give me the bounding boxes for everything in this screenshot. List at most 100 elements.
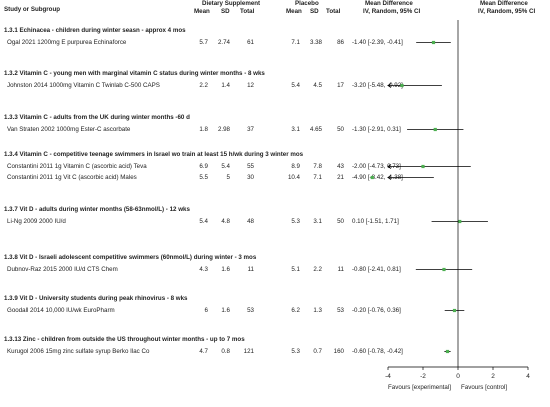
study-name: Ogal 2021 1200mg E purpurea Echinaforce	[7, 39, 127, 46]
mean-difference-ci: -1.40 [-2.39, -0.41]	[352, 39, 403, 46]
sd-experimental: 1.6	[221, 266, 230, 273]
total-experimental: 37	[247, 126, 254, 133]
mean-control: 7.1	[291, 39, 300, 46]
x-axis-tick-label: 2	[491, 373, 495, 380]
total-experimental: 55	[247, 163, 254, 170]
total-experimental: 11	[247, 266, 254, 273]
total-experimental: 121	[243, 348, 254, 355]
mean-control: 5.3	[291, 218, 300, 225]
x-axis-tick-label: -2	[420, 373, 426, 380]
total-experimental: 12	[247, 82, 254, 89]
total-experimental: 53	[247, 307, 254, 314]
sd-experimental: 2.74	[217, 39, 230, 46]
total-experimental: 48	[247, 218, 254, 225]
mean-control: 10.4	[287, 174, 300, 181]
column-header-md: Mean Difference	[365, 0, 413, 7]
x-axis-tick-label: 4	[526, 373, 530, 380]
mean-experimental: 6.9	[199, 163, 208, 170]
total-control: 43	[337, 163, 344, 170]
mean-experimental: 6	[204, 307, 208, 314]
point-estimate-marker	[370, 175, 374, 180]
total-experimental: 61	[247, 39, 254, 46]
sd-experimental: 1.4	[221, 82, 230, 89]
mean-experimental: 4.7	[199, 348, 208, 355]
total-control: 21	[337, 174, 344, 181]
column-header-mean1: Mean	[194, 8, 210, 15]
column-header-total2: Total	[326, 8, 341, 15]
mean-control: 6.2	[291, 307, 300, 314]
point-estimate-marker	[431, 40, 436, 45]
subgroup-title: 1.3.1 Echinacea - children during winter…	[4, 27, 186, 34]
mean-experimental: 5.5	[199, 174, 208, 181]
subgroup-title: 1.3.9 Vit D - University students during…	[4, 295, 188, 302]
study-name: Kurugol 2006 15mg zinc sulfate syrup Ber…	[7, 348, 150, 355]
subgroup-title: 1.3.8 Vit D - Israeli adolescent competi…	[4, 254, 257, 261]
subgroup-title: 1.3.3 Vitamin C - adults from the UK dur…	[4, 114, 190, 121]
sd-control: 3.1	[313, 218, 322, 225]
subgroup-title: 1.3.13 Zinc - children from outside the …	[4, 336, 245, 343]
axis-label-favours-control: Favours [control]	[461, 384, 508, 391]
total-control: 11	[337, 266, 344, 273]
total-control: 50	[337, 218, 344, 225]
x-axis-tick-label: 0	[456, 373, 460, 380]
sd-control: 7.1	[313, 174, 322, 181]
mean-experimental: 4.3	[199, 266, 208, 273]
study-name: Van Straten 2002 1000mg Ester-C ascorbat…	[7, 126, 131, 133]
column-header-sd2: SD	[310, 8, 319, 15]
column-header-study: Study or Subgroup	[4, 6, 61, 13]
column-header-group1: Dietary Supplement	[202, 0, 261, 7]
point-estimate-marker	[433, 127, 437, 132]
ci-arrow-left	[387, 164, 392, 169]
total-control: 160	[333, 348, 344, 355]
mean-experimental: 2.2	[199, 82, 208, 89]
column-header-md-sub: IV, Random, 95% CI	[363, 8, 421, 15]
study-name: Dubnov-Raz 2015 2000 IU/d CTS Chem	[7, 266, 118, 273]
study-name: Li-Ng 2009 2000 IU/d	[7, 218, 66, 225]
ci-arrow-left	[387, 83, 392, 88]
study-name: Constantini 2011 1g Vit C (ascorbic acid…	[7, 174, 137, 181]
mean-difference-ci: -0.80 [-2.41, 0.81]	[352, 266, 401, 273]
sd-control: 7.8	[313, 163, 322, 170]
mean-control: 3.1	[291, 126, 300, 133]
total-experimental: 30	[247, 174, 254, 181]
mean-experimental: 5.4	[199, 218, 208, 225]
mean-control: 5.4	[291, 82, 300, 89]
column-header-sd1: SD	[221, 8, 230, 15]
column-header-group2: Placebo	[295, 0, 319, 7]
subgroup-title: 1.3.7 Vit D - adults during winter month…	[4, 206, 190, 213]
total-control: 86	[337, 39, 344, 46]
sd-experimental: 5	[226, 174, 230, 181]
total-control: 50	[337, 126, 344, 133]
sd-control: 4.65	[309, 126, 322, 133]
sd-experimental: 4.8	[221, 218, 230, 225]
point-estimate-marker	[458, 219, 462, 224]
mean-control: 5.3	[291, 348, 300, 355]
mean-difference-ci: 0.10 [-1.51, 1.71]	[352, 218, 399, 225]
sd-control: 3.38	[309, 39, 322, 46]
sd-control: 4.5	[313, 82, 322, 89]
sd-experimental: 0.8	[221, 348, 230, 355]
mean-experimental: 1.8	[199, 126, 208, 133]
mean-experimental: 5.7	[199, 39, 208, 46]
sd-experimental: 1.6	[221, 307, 230, 314]
mean-difference-ci: -3.20 [-5.48, -0.92]	[352, 82, 403, 89]
study-name: Constantini 2011 1g Vitamin C (ascorbic …	[7, 163, 147, 170]
column-header-total1: Total	[240, 8, 255, 15]
mean-difference-ci: -1.30 [-2.91, 0.31]	[352, 126, 401, 133]
ci-arrow-left	[387, 175, 392, 180]
mean-control: 8.9	[291, 163, 300, 170]
point-estimate-marker	[452, 308, 457, 313]
subgroup-title: 1.3.2 Vitamin C - young men with margina…	[4, 70, 265, 77]
mean-difference-ci: -0.20 [-0.76, 0.36]	[352, 307, 401, 314]
sd-control: 0.7	[313, 348, 322, 355]
subgroup-title: 1.3.4 Vitamin C - competitive teenage sw…	[4, 151, 304, 158]
sd-experimental: 2.98	[217, 126, 230, 133]
sd-experimental: 5.4	[221, 163, 230, 170]
study-name: Goodall 2014 10,000 IU/wk EuroPharm	[7, 307, 115, 314]
column-header-mean2: Mean	[286, 8, 302, 15]
total-control: 17	[337, 82, 344, 89]
point-estimate-marker	[445, 349, 450, 354]
point-estimate-marker	[442, 267, 446, 272]
sd-control: 2.2	[313, 266, 322, 273]
